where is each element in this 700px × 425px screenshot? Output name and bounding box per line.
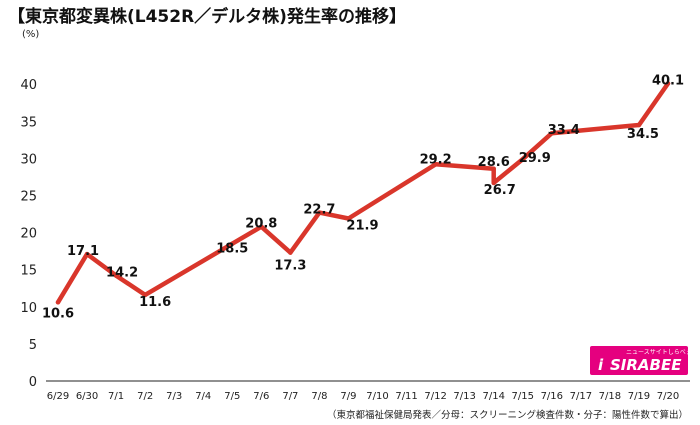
- data-point: [288, 250, 293, 255]
- x-tick-labels: 6/29 6/30 7/1 7/2 7/3 7/4 7/5 7/6 7/7 7/8 7/9 7/10 7…: [47, 391, 679, 402]
- x-tick-label: 7/15: [512, 391, 534, 402]
- y-tick-label: 20: [20, 227, 37, 242]
- x-tick-label: 7/4: [195, 391, 211, 402]
- x-tick-label: 7/5: [224, 391, 240, 402]
- data-label: 21.9: [346, 219, 378, 234]
- series-line: [55, 81, 671, 305]
- data-label: 10.6: [42, 306, 74, 321]
- chart-title: 【東京都変異株(L452R／デルタ株)発生率の推移】: [8, 6, 406, 27]
- y-tick-label: 0: [29, 375, 37, 390]
- y-tick-label: 35: [20, 115, 37, 130]
- data-point: [230, 241, 235, 246]
- data-label: 26.7: [484, 183, 516, 198]
- data-point: [665, 81, 671, 86]
- data-point: [491, 180, 496, 186]
- logo-name: SIRABEE: [610, 356, 682, 374]
- data-point: [636, 122, 642, 128]
- data-point: [491, 166, 496, 171]
- x-tick-label: 7/14: [482, 391, 504, 402]
- x-tick-label: 7/3: [166, 391, 182, 402]
- x-tick-label: 7/19: [628, 391, 650, 402]
- data-label: 33.4: [548, 123, 580, 138]
- data-point: [346, 216, 351, 221]
- data-label: 17.1: [67, 244, 99, 259]
- x-tick-label: 7/8: [311, 391, 327, 402]
- data-label: 29.9: [519, 151, 551, 166]
- data-label: 18.5: [216, 242, 248, 257]
- data-point: [113, 273, 119, 278]
- data-label: 29.2: [420, 152, 452, 167]
- data-point: [259, 224, 264, 229]
- x-tick-label: 7/7: [282, 391, 298, 402]
- x-tick-label: 7/9: [340, 391, 356, 402]
- x-tick-label: 7/1: [108, 391, 124, 402]
- logo-tagline: ニュースサイトしらべぇ: [626, 349, 692, 356]
- data-labels: 10.6 17.1 14.211.6 18.5 20.8 17.3 22.7 21.9 29.2…: [42, 73, 684, 321]
- x-tick-label: 7/20: [657, 391, 679, 402]
- logo-background: [590, 346, 688, 375]
- y-tick-label: 5: [29, 338, 37, 353]
- data-label: 14.2: [106, 266, 138, 281]
- data-point: [549, 130, 555, 136]
- x-tick-label: 7/13: [453, 391, 475, 402]
- x-tick-label: 7/12: [424, 391, 446, 402]
- data-point: [84, 251, 90, 257]
- data-point: [142, 292, 148, 298]
- data-label: 22.7: [303, 203, 335, 218]
- y-tick-label: 15: [20, 264, 37, 279]
- series-line-group: [55, 81, 671, 305]
- data-point: [317, 210, 322, 215]
- source-note: （東京都福祉保健局発表／分母：スクリーニング検査件数・分子：陽性件数で算出）: [327, 409, 688, 421]
- x-tick-label: 7/11: [395, 391, 417, 402]
- data-point: [55, 300, 61, 305]
- data-label: 20.8: [245, 217, 277, 232]
- x-tick-label: 7/17: [570, 391, 592, 402]
- data-label: 11.6: [139, 295, 171, 310]
- x-tick-label: 7/6: [253, 391, 269, 402]
- y-tick-labels: 0 5 10 15 20 25 30 35 40: [20, 78, 37, 390]
- data-label: 17.3: [274, 259, 306, 274]
- y-tick-label: 40: [20, 78, 37, 93]
- data-label: 28.6: [478, 155, 510, 170]
- x-tick-label: 6/29: [47, 391, 69, 402]
- y-tick-label: 30: [20, 152, 37, 167]
- y-unit-label: (%): [22, 29, 39, 40]
- x-tick-label: 6/30: [76, 391, 98, 402]
- x-tick-label: 7/16: [541, 391, 563, 402]
- data-label: 40.1: [652, 73, 684, 88]
- sirabee-logo: i SIRABEE ニュースサイトしらべぇ: [590, 346, 692, 375]
- x-tick-label: 7/10: [366, 391, 388, 402]
- y-tick-label: 25: [20, 190, 37, 205]
- x-tick-label: 7/2: [137, 391, 153, 402]
- y-tick-label: 10: [20, 301, 37, 316]
- data-point: [433, 162, 438, 167]
- logo-mark: i: [598, 356, 604, 374]
- data-label: 34.5: [627, 127, 659, 142]
- data-point: [520, 156, 525, 162]
- x-tick-label: 7/18: [599, 391, 621, 402]
